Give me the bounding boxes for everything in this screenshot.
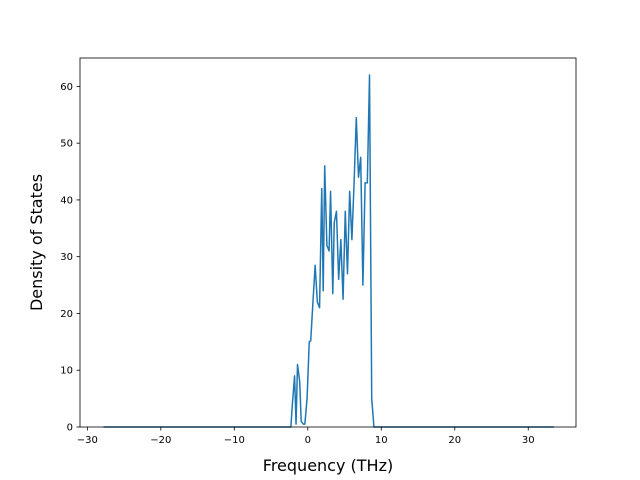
- x-tick-label: −10: [224, 435, 245, 446]
- y-axis: 0 10 20 30 40 50 60: [60, 82, 80, 434]
- series-layer: [103, 74, 554, 428]
- y-tick-label: 60: [60, 82, 73, 93]
- series-line-0: [103, 74, 554, 428]
- x-tick-label: −20: [150, 435, 171, 446]
- x-tick-label: 0: [305, 435, 311, 446]
- y-tick-label: 20: [60, 309, 73, 320]
- y-tick-label: 30: [60, 252, 73, 263]
- x-tick-label: 10: [375, 435, 388, 446]
- x-axis: −30 −20 −10 0 10 20 30: [77, 427, 535, 446]
- x-tick-label: 20: [448, 435, 461, 446]
- y-tick-label: 0: [67, 423, 73, 434]
- plot-frame: [79, 57, 577, 428]
- plot-background: [80, 58, 576, 427]
- y-tick-label: 40: [60, 195, 73, 206]
- plot-area: [80, 58, 576, 427]
- y-tick-label: 10: [60, 366, 73, 377]
- x-tick-label: −30: [77, 435, 98, 446]
- x-tick-label: 30: [522, 435, 535, 446]
- y-tick-label: 50: [60, 139, 73, 150]
- y-axis-title: Density of States: [27, 174, 46, 311]
- x-axis-title: Frequency (THz): [263, 456, 393, 475]
